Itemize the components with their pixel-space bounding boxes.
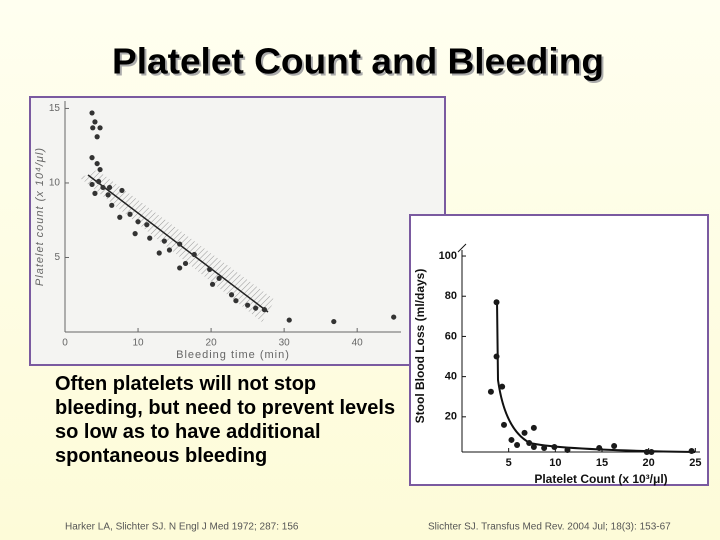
y-tick-label: 100 — [439, 250, 457, 262]
chart-1: 5 10 15 0 10 20 30 40 Bleeding time (min) Platele… — [34, 101, 401, 361]
data-point — [688, 447, 695, 454]
y-axis-label: Stool Blood Loss (ml/days) — [413, 269, 427, 424]
data-point — [216, 275, 222, 281]
data-point — [96, 178, 102, 185]
chart-2: 20 40 60 80 100 5 10 15 20 25 Platelet Count (x 10… — [413, 250, 701, 486]
x-tick-label: 30 — [279, 338, 291, 349]
data-point — [391, 314, 397, 320]
x-axis-label: Bleeding time (min) — [176, 349, 290, 361]
data-point — [207, 266, 213, 273]
data-point — [209, 281, 216, 287]
data-point — [493, 299, 500, 306]
data-point — [530, 424, 537, 431]
data-point — [493, 353, 500, 360]
axis-break — [457, 243, 467, 253]
data-point — [191, 251, 197, 258]
data-point — [132, 231, 138, 237]
figure-frame — [409, 214, 709, 486]
data-point — [161, 238, 167, 244]
data-point — [261, 307, 268, 313]
data-point — [514, 441, 521, 448]
citation: Slichter SJ. Transfus Med Rev. 2004 Jul;… — [428, 522, 671, 533]
data-point — [508, 436, 515, 443]
data-point — [331, 318, 337, 325]
data-point — [286, 317, 292, 323]
data-point — [233, 298, 239, 304]
data-point — [89, 181, 95, 188]
data-point — [487, 388, 494, 395]
citation: Harker LA, Slichter SJ. N Engl J Med 197… — [65, 522, 299, 533]
data-point — [648, 449, 655, 455]
data-point — [564, 446, 571, 453]
data-point — [521, 429, 528, 436]
data-point — [596, 444, 603, 451]
body-text: Often platelets will not stop bleeding, … — [55, 373, 396, 467]
data-point — [97, 166, 103, 173]
y-tick-label: 60 — [445, 330, 457, 342]
data-point — [147, 235, 153, 241]
data-point — [643, 449, 650, 455]
data-point — [144, 222, 150, 228]
data-point — [117, 214, 123, 220]
data-point — [105, 192, 111, 198]
y-tick-label: 80 — [445, 290, 457, 302]
x-tick-label: 0 — [62, 338, 68, 349]
y-axis-label: Platelet count (x 10⁴/μl) — [34, 147, 46, 286]
data-point — [182, 260, 189, 267]
data-point — [228, 292, 235, 298]
data-point — [135, 219, 141, 225]
data-point — [166, 247, 173, 253]
y-tick-label: 5 — [54, 252, 60, 263]
x-tick-label: 20 — [206, 338, 218, 349]
fitted-curve — [496, 299, 696, 453]
data-point — [177, 241, 183, 247]
x-tick-label: 10 — [549, 457, 561, 469]
x-tick-label: 5 — [506, 457, 512, 469]
data-point — [89, 155, 95, 161]
data-point — [127, 211, 133, 217]
data-point — [119, 187, 125, 194]
data-point — [97, 125, 103, 131]
data-point — [253, 305, 259, 311]
slide-title: Platelet Count and Bleeding — [112, 41, 604, 82]
x-tick-label: 15 — [596, 457, 608, 469]
data-point — [90, 125, 96, 131]
data-point — [177, 265, 183, 271]
data-point — [89, 110, 95, 116]
x-tick-label: 10 — [132, 338, 144, 349]
x-tick-label: 40 — [352, 338, 364, 349]
data-point — [109, 202, 115, 208]
data-point — [100, 184, 106, 191]
data-point — [94, 160, 100, 167]
data-point — [501, 421, 507, 428]
data-point — [94, 134, 100, 140]
data-point — [92, 119, 98, 125]
confidence-band — [80, 170, 275, 322]
y-tick-label: 10 — [49, 178, 61, 189]
y-tick-label: 15 — [49, 103, 61, 114]
data-point — [611, 442, 618, 449]
figure-frame — [29, 96, 446, 366]
data-point — [526, 439, 533, 446]
data-point — [530, 443, 537, 450]
x-tick-label: 25 — [689, 457, 701, 469]
data-point — [156, 250, 162, 256]
data-point — [551, 443, 558, 450]
y-tick-label: 20 — [445, 411, 457, 423]
x-axis-label: Platelet Count (x 10³/μl) — [534, 472, 667, 486]
x-tick-label: 20 — [643, 457, 655, 469]
data-point — [106, 184, 113, 191]
data-point — [499, 383, 506, 390]
data-point — [92, 190, 98, 196]
y-tick-label: 40 — [445, 371, 457, 383]
data-point — [245, 302, 251, 308]
data-point — [541, 444, 548, 451]
